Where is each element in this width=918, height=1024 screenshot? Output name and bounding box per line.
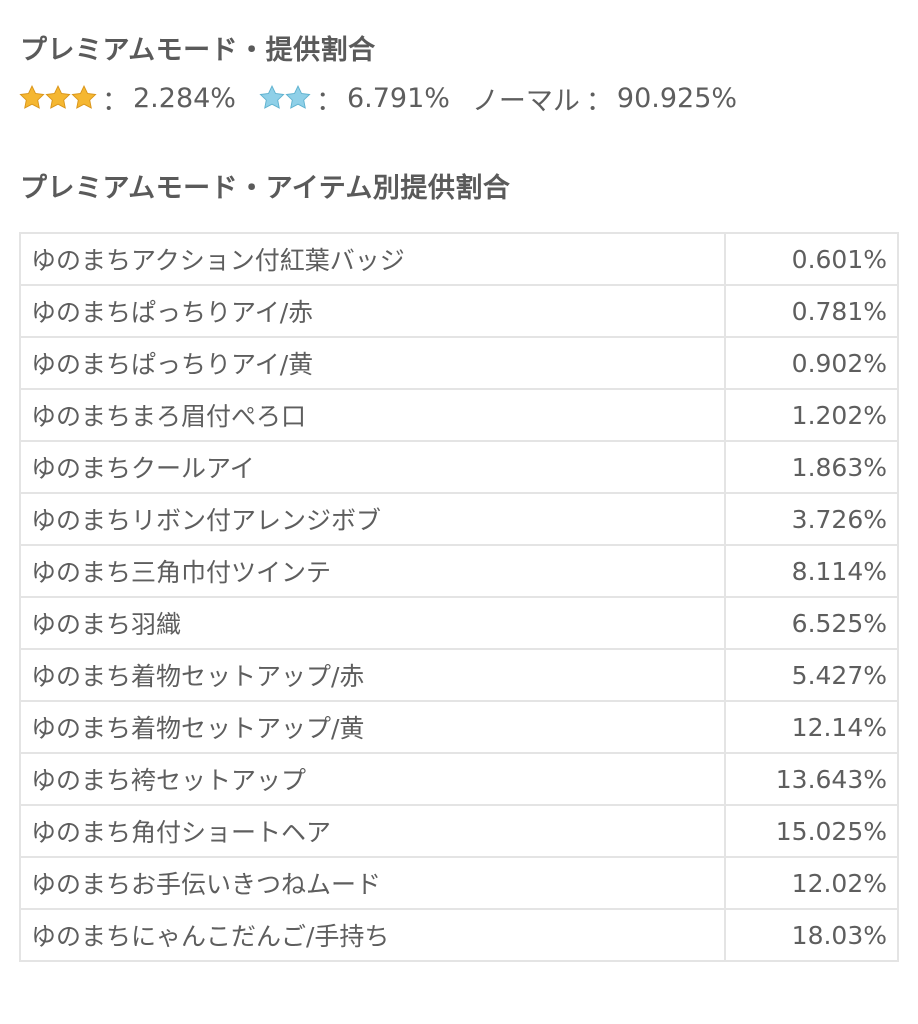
rarity-rates-line: ： 2.284% ： 6.791% ノーマル ： 90.925%	[18, 78, 737, 118]
item-rate: 8.114%	[724, 544, 899, 598]
item-name: ゆのまちまろ眉付ぺろ口	[19, 388, 726, 442]
item-name: ゆのまちぱっちりアイ/赤	[19, 284, 726, 338]
premium-rate-title: プレミアムモード・提供割合	[20, 35, 376, 66]
normal-label: ノーマル	[471, 85, 580, 117]
table-row: ゆのまち着物セットアップ/赤 5.427%	[19, 648, 899, 702]
item-rate-table: ゆのまちアクション付紅葉バッジ 0.601% ゆのまちぱっちりアイ/赤 0.781% ゆ…	[19, 232, 899, 962]
normal-rate: 90.925%	[616, 82, 738, 114]
table-row: ゆのまち角付ショートヘア 15.025%	[19, 804, 899, 858]
blue-star-icon	[285, 85, 311, 109]
two-star-rarity	[258, 84, 311, 112]
table-row: ゆのまちにゃんこだんご/手持ち 18.03%	[19, 908, 899, 962]
item-name: ゆのまちお手伝いきつねムード	[19, 856, 726, 910]
table-row: ゆのまちクールアイ 1.863%	[19, 440, 899, 494]
item-rate: 0.902%	[724, 336, 899, 390]
table-row: ゆのまち羽織 6.525%	[19, 596, 899, 650]
gold-star-icon	[71, 85, 97, 109]
two-star-rate: 6.791%	[346, 82, 450, 114]
table-row: ゆのまち三角巾付ツインテ 8.114%	[19, 544, 899, 598]
blue-star-icon	[259, 85, 285, 109]
table-row: ゆのまちぱっちりアイ/赤 0.781%	[19, 284, 899, 338]
item-rate: 3.726%	[724, 492, 899, 546]
item-rate: 12.14%	[724, 700, 899, 754]
table-row: ゆのまちお手伝いきつねムード 12.02%	[19, 856, 899, 910]
item-rate: 0.601%	[724, 232, 899, 286]
table-row: ゆのまち袴セットアップ 13.643%	[19, 752, 899, 806]
item-rate-title: プレミアムモード・アイテム別提供割合	[20, 173, 511, 204]
table-row: ゆのまちぱっちりアイ/黄 0.902%	[19, 336, 899, 390]
three-star-rate: 2.284%	[133, 82, 236, 114]
table-row: ゆのまちリボン付アレンジボブ 3.726%	[19, 492, 899, 546]
item-rate: 5.427%	[724, 648, 899, 702]
table-row: ゆのまち着物セットアップ/黄 12.14%	[19, 700, 899, 754]
item-name: ゆのまち袴セットアップ	[19, 752, 726, 806]
item-rate: 15.025%	[724, 804, 899, 858]
separator: ：	[102, 85, 129, 117]
item-name: ゆのまちにゃんこだんご/手持ち	[19, 908, 726, 962]
item-rate: 0.781%	[724, 284, 899, 338]
item-name: ゆのまちぱっちりアイ/黄	[19, 336, 726, 390]
item-rate: 6.525%	[724, 596, 899, 650]
gold-star-icon	[19, 85, 45, 109]
gold-star-icon	[45, 85, 71, 109]
item-name: ゆのまち羽織	[19, 596, 726, 650]
item-rate: 18.03%	[724, 908, 899, 962]
item-rate: 1.863%	[724, 440, 899, 494]
item-name: ゆのまち着物セットアップ/黄	[19, 700, 726, 754]
separator: ：	[315, 85, 343, 117]
item-name: ゆのまちアクション付紅葉バッジ	[19, 232, 726, 286]
separator: ：	[585, 85, 613, 117]
item-name: ゆのまちクールアイ	[19, 440, 726, 494]
item-name: ゆのまち着物セットアップ/赤	[19, 648, 726, 702]
item-rate: 13.643%	[724, 752, 899, 806]
item-name: ゆのまち三角巾付ツインテ	[19, 544, 726, 598]
table-row: ゆのまちアクション付紅葉バッジ 0.601%	[19, 232, 899, 286]
item-name: ゆのまち角付ショートヘア	[19, 804, 726, 858]
table-row: ゆのまちまろ眉付ぺろ口 1.202%	[19, 388, 899, 442]
item-rate: 12.02%	[724, 856, 899, 910]
item-rate: 1.202%	[724, 388, 899, 442]
item-name: ゆのまちリボン付アレンジボブ	[19, 492, 726, 546]
three-star-rarity	[18, 84, 97, 112]
